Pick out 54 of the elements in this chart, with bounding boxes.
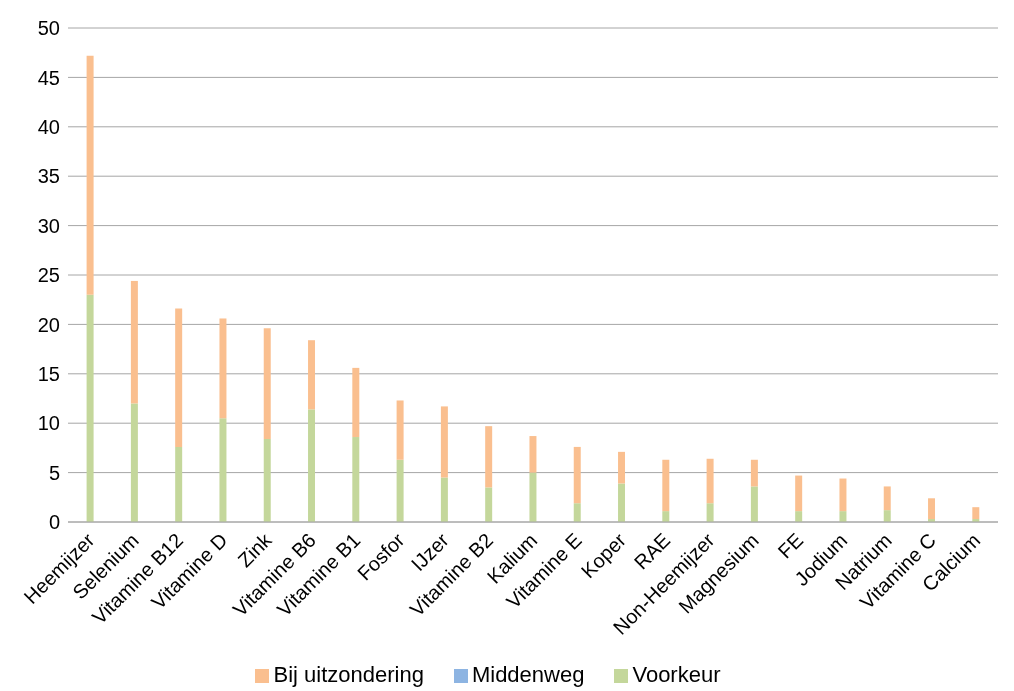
- legend-label: Bij uitzondering: [273, 662, 424, 687]
- bar: [839, 511, 847, 522]
- bar: [219, 418, 227, 522]
- y-tick-label: 30: [37, 214, 60, 237]
- bar: [130, 403, 138, 522]
- bar: [928, 498, 936, 520]
- bar: [573, 503, 581, 522]
- bar: [795, 475, 803, 512]
- y-tick-label: 10: [37, 412, 60, 435]
- bar: [972, 507, 980, 520]
- bar: [529, 472, 537, 522]
- legend-label: Voorkeur: [632, 662, 721, 687]
- bar: [706, 458, 714, 504]
- bar: [706, 503, 714, 522]
- bar: [308, 409, 316, 522]
- bar: [130, 280, 138, 404]
- bar: [839, 478, 847, 512]
- bar: [175, 446, 183, 522]
- bar: [352, 367, 360, 438]
- bar: [263, 439, 271, 522]
- bar: [86, 294, 94, 522]
- bar: [396, 400, 404, 460]
- y-tick-label: 45: [37, 66, 60, 89]
- bar: [352, 437, 360, 522]
- bar: [573, 446, 581, 504]
- bar: [485, 426, 493, 488]
- legend-label: Middenweg: [471, 662, 585, 687]
- bar: [750, 459, 758, 487]
- bar: [883, 486, 891, 511]
- bar: [618, 451, 626, 484]
- bar: [308, 340, 316, 410]
- bar: [86, 55, 94, 295]
- bar: [618, 483, 626, 522]
- y-tick-label: 5: [48, 461, 60, 484]
- y-tick-label: 50: [37, 17, 60, 40]
- bar: [219, 318, 227, 419]
- bar: [263, 328, 271, 440]
- y-tick-label: 25: [37, 264, 60, 287]
- bar: [440, 406, 448, 478]
- bar: [662, 511, 670, 522]
- bar: [795, 511, 803, 522]
- bar: [883, 510, 891, 522]
- bar: [662, 459, 670, 512]
- bar: [175, 308, 183, 447]
- y-tick-label: 40: [37, 115, 60, 138]
- bar: [750, 486, 758, 522]
- y-tick-label: 15: [37, 362, 60, 385]
- bar: [529, 436, 537, 473]
- bar: [396, 459, 404, 522]
- y-tick-label: 35: [37, 165, 60, 188]
- bar: [485, 487, 493, 522]
- y-tick-label: 0: [48, 511, 60, 534]
- y-tick-label: 20: [37, 313, 60, 336]
- bar: [440, 477, 448, 522]
